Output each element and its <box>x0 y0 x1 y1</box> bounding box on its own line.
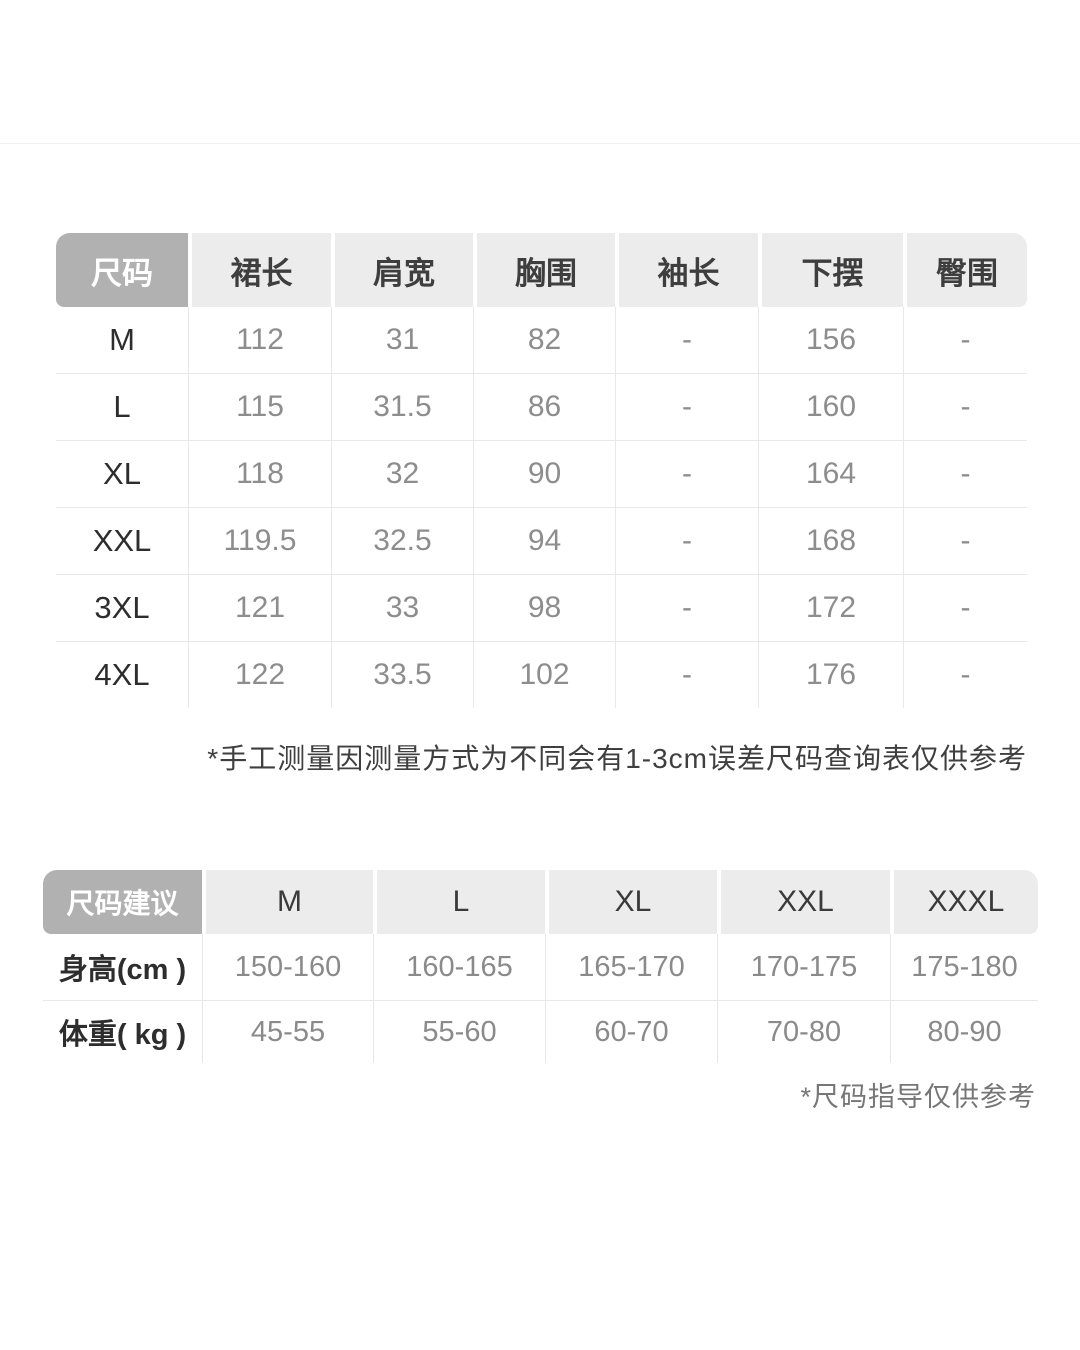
table-row: 3XL 121 33 98 - 172 - <box>56 574 1027 641</box>
table-row: 身高(cm ) 150-160 160-165 165-170 170-175 … <box>43 934 1038 1000</box>
col-header-shoulder-width: 肩宽 <box>331 233 473 307</box>
col-header-m: M <box>202 870 373 934</box>
measurement-value: 119.5 <box>188 508 331 574</box>
measurement-value: 32.5 <box>331 508 473 574</box>
measurement-value: 156 <box>758 307 903 373</box>
size-label: XXL <box>56 508 188 574</box>
col-header-hem: 下摆 <box>758 233 903 307</box>
suggestion-disclaimer-note: *尺码指导仅供参考 <box>800 1082 1036 1112</box>
size-label: 4XL <box>56 642 188 708</box>
measurement-value: 164 <box>758 441 903 507</box>
measurement-value: 82 <box>473 307 615 373</box>
corner-header-size-suggestion: 尺码建议 <box>43 870 202 934</box>
row-label-weight: 体重( kg ) <box>43 1001 202 1063</box>
size-label: M <box>56 307 188 373</box>
measurement-value: 176 <box>758 642 903 708</box>
col-header-l: L <box>373 870 545 934</box>
measurement-value: - <box>903 307 1027 373</box>
size-suggestion-table: 尺码建议 M L XL XXL XXXL 身高(cm ) 150-160 160… <box>43 870 1038 1063</box>
measurement-value: - <box>903 441 1027 507</box>
measurement-value: 118 <box>188 441 331 507</box>
suggestion-value: 80-90 <box>890 1001 1038 1063</box>
table-row: XXL 119.5 32.5 94 - 168 - <box>56 507 1027 574</box>
col-header-bust: 胸围 <box>473 233 615 307</box>
measurement-value: 102 <box>473 642 615 708</box>
measurement-value: 31.5 <box>331 374 473 440</box>
corner-header-size: 尺码 <box>56 233 188 307</box>
size-label: L <box>56 374 188 440</box>
measurement-value: 115 <box>188 374 331 440</box>
suggestion-value: 170-175 <box>717 934 890 1000</box>
measurement-value: 94 <box>473 508 615 574</box>
measurement-value: 90 <box>473 441 615 507</box>
measurement-value: 122 <box>188 642 331 708</box>
measurement-value: - <box>903 642 1027 708</box>
measurement-value: 33.5 <box>331 642 473 708</box>
measurement-value: 172 <box>758 575 903 641</box>
measurement-value: 32 <box>331 441 473 507</box>
measurement-value: - <box>903 508 1027 574</box>
col-header-sleeve-length: 袖长 <box>615 233 758 307</box>
measurement-value: - <box>615 307 758 373</box>
suggestion-value: 165-170 <box>545 934 717 1000</box>
measurement-value: - <box>903 374 1027 440</box>
measurement-value: - <box>903 575 1027 641</box>
col-header-xxxl: XXXL <box>890 870 1038 934</box>
table-row: L 115 31.5 86 - 160 - <box>56 373 1027 440</box>
size-label: 3XL <box>56 575 188 641</box>
table-row: M 112 31 82 - 156 - <box>56 307 1027 373</box>
measurement-value: - <box>615 642 758 708</box>
suggestion-value: 150-160 <box>202 934 373 1000</box>
measurement-value: 112 <box>188 307 331 373</box>
measurement-value: 31 <box>331 307 473 373</box>
table-row: 体重( kg ) 45-55 55-60 60-70 70-80 80-90 <box>43 1000 1038 1063</box>
col-header-xl: XL <box>545 870 717 934</box>
measurement-value: 160 <box>758 374 903 440</box>
measurement-value: - <box>615 441 758 507</box>
col-header-hip: 臀围 <box>903 233 1027 307</box>
suggestion-value: 175-180 <box>890 934 1038 1000</box>
row-label-height: 身高(cm ) <box>43 934 202 1000</box>
suggestion-value: 160-165 <box>373 934 545 1000</box>
measurement-value: 33 <box>331 575 473 641</box>
measurement-value: 86 <box>473 374 615 440</box>
table-row: 4XL 122 33.5 102 - 176 - <box>56 641 1027 708</box>
suggestion-value: 55-60 <box>373 1001 545 1063</box>
suggestion-table-header: 尺码建议 M L XL XXL XXXL <box>43 870 1038 934</box>
measurement-value: 98 <box>473 575 615 641</box>
suggestion-value: 70-80 <box>717 1001 890 1063</box>
col-header-xxl: XXL <box>717 870 890 934</box>
section-divider <box>0 143 1080 144</box>
measurement-table: 尺码 裙长 肩宽 胸围 袖长 下摆 臀围 M 112 31 82 - 156 -… <box>56 233 1027 708</box>
measurement-table-header: 尺码 裙长 肩宽 胸围 袖长 下摆 臀围 <box>56 233 1027 307</box>
measurement-value: 121 <box>188 575 331 641</box>
measurement-value: - <box>615 575 758 641</box>
size-label: XL <box>56 441 188 507</box>
table-row: XL 118 32 90 - 164 - <box>56 440 1027 507</box>
measurement-disclaimer-note: *手工测量因测量方式为不同会有1-3cm误差尺码查询表仅供参考 <box>207 743 1027 774</box>
measurement-value: - <box>615 508 758 574</box>
measurement-value: - <box>615 374 758 440</box>
suggestion-value: 60-70 <box>545 1001 717 1063</box>
col-header-skirt-length: 裙长 <box>188 233 331 307</box>
suggestion-value: 45-55 <box>202 1001 373 1063</box>
measurement-value: 168 <box>758 508 903 574</box>
